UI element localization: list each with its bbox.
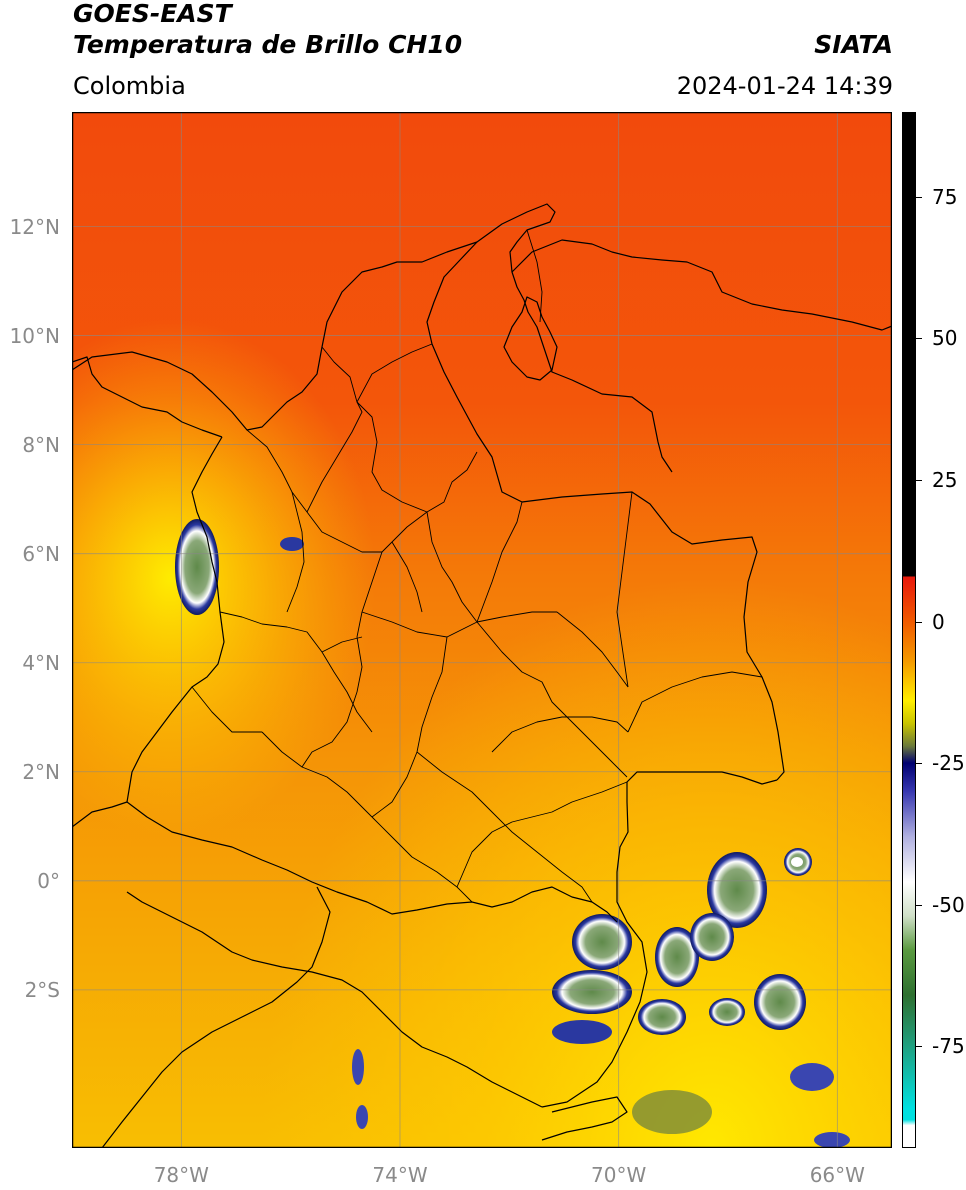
cloud-cluster <box>638 999 686 1035</box>
lake-maracaibo <box>503 296 558 381</box>
colorbar-tick-mark <box>916 196 922 198</box>
river-amazon <box>541 1096 628 1141</box>
department-border <box>321 636 363 653</box>
cloud-cluster <box>707 852 767 928</box>
department-border <box>261 731 373 818</box>
department-border <box>476 501 523 623</box>
cloud-cluster <box>280 537 304 551</box>
lon-tick-label: 66°W <box>809 1163 865 1187</box>
department-border <box>371 636 448 818</box>
colorbar-tick-mark <box>916 763 922 765</box>
lon-tick-label: 78°W <box>153 1163 209 1187</box>
cloud-cluster <box>356 1105 368 1129</box>
lat-tick-label: 12°N <box>9 214 60 239</box>
colorbar-tick-label: -50 <box>932 892 965 917</box>
department-border <box>526 229 543 323</box>
product-satellite-title: GOES-EAST <box>73 0 232 28</box>
department-border <box>426 511 478 623</box>
border-colombia-peru <box>126 891 543 1108</box>
department-border <box>219 611 373 733</box>
cloud-cluster <box>814 1132 850 1148</box>
lon-tick-label: 70°W <box>591 1163 647 1187</box>
coastline-panama <box>72 356 223 438</box>
lat-tick-label: 2°S <box>24 977 60 1002</box>
timestamp-label: 2024-01-24 14:39 <box>676 72 893 100</box>
department-border <box>286 491 305 613</box>
lat-tick-label: 4°N <box>22 650 60 675</box>
colorbar-tick-label: -25 <box>932 751 965 776</box>
colorbar-tick-label: 50 <box>932 326 958 351</box>
department-border <box>246 429 428 553</box>
cloud-cluster <box>791 857 803 867</box>
coastline-pacific <box>126 436 225 803</box>
department-border <box>191 686 262 733</box>
lat-tick-label: 10°N <box>9 323 60 348</box>
colorbar-tick-label: -75 <box>932 1034 965 1059</box>
cloud-cluster <box>754 974 806 1030</box>
colorbar-tick-mark <box>916 904 922 906</box>
colorbar-tick-label: 75 <box>932 184 958 209</box>
department-border <box>491 716 629 753</box>
lat-tick-label: 0° <box>37 868 60 893</box>
colorbar-fill <box>902 112 916 1148</box>
department-border <box>301 691 358 768</box>
brand-label: SIATA <box>814 30 893 59</box>
gridlines <box>72 112 892 1148</box>
coastline-north <box>72 203 673 473</box>
cloud-clusters <box>175 519 850 1148</box>
department-border <box>356 551 383 693</box>
lon-tick-label: 74°W <box>372 1163 428 1187</box>
department-border <box>456 781 628 888</box>
coastline-peru <box>101 886 331 1148</box>
coastline-ecuador <box>72 801 128 828</box>
colorbar-tick-mark <box>916 621 922 623</box>
department-border <box>306 401 363 513</box>
boundaries <box>72 203 892 1148</box>
department-border <box>627 671 763 733</box>
region-label: Colombia <box>73 72 186 100</box>
colorbar-tick-mark <box>916 1046 922 1048</box>
department-border <box>391 541 423 613</box>
cloud-cluster <box>552 1020 612 1044</box>
cloud-cluster <box>552 970 632 1014</box>
lat-tick-label: 8°N <box>22 432 60 457</box>
department-border <box>556 611 629 688</box>
department-border <box>371 816 473 903</box>
lat-tick-label: 2°N <box>22 759 60 784</box>
cold-field-west <box>72 112 892 1148</box>
cloud-cluster <box>690 913 734 961</box>
brightness-temperature-map <box>72 112 892 1148</box>
colorbar-tick-label: 25 <box>932 467 958 492</box>
cloud-cluster <box>572 914 632 970</box>
colorbar-tick-label: 0 <box>932 609 945 634</box>
department-border <box>361 611 557 638</box>
border-colombia-brazil <box>541 771 778 1108</box>
department-border <box>476 621 628 778</box>
cloud-cluster <box>790 1063 834 1091</box>
colorbar-frame <box>902 112 916 1148</box>
product-variable-title: Temperatura de Brillo CH10 <box>73 30 463 59</box>
coastline-venezuela <box>511 239 892 331</box>
colorbar <box>902 112 916 1148</box>
cloud-cluster <box>655 927 699 987</box>
cloud-cluster <box>632 1090 712 1134</box>
department-border <box>356 343 433 403</box>
cloud-cluster <box>709 998 745 1026</box>
department-border <box>321 346 478 513</box>
border-colombia-ecuador <box>126 801 618 923</box>
colorbar-tick-mark <box>916 338 922 340</box>
department-border <box>616 491 633 688</box>
colorbar-tick-mark <box>916 479 922 481</box>
lat-tick-label: 6°N <box>22 541 60 566</box>
department-border <box>416 751 593 903</box>
cloud-cluster <box>352 1049 364 1085</box>
map-frame <box>72 112 892 1148</box>
